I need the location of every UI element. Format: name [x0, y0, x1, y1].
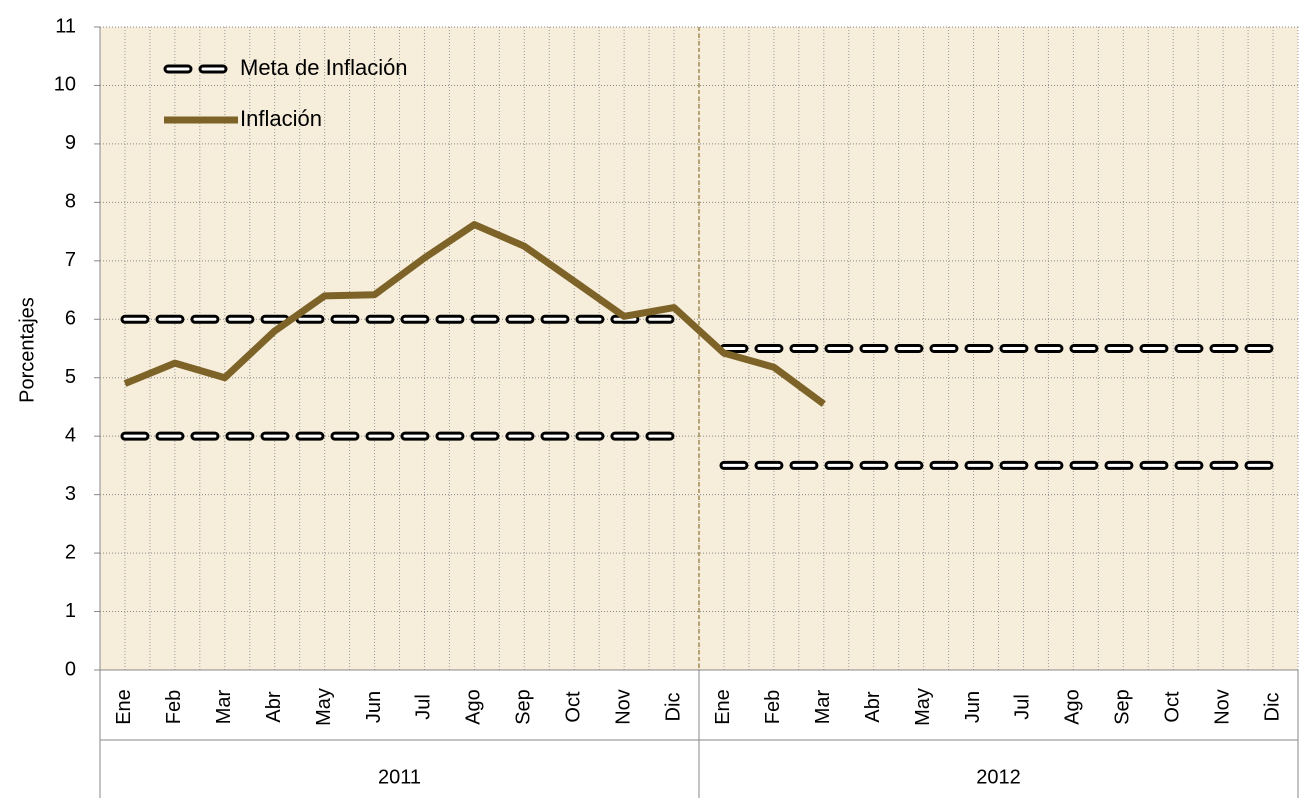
- y-tick-label: 8: [65, 191, 76, 213]
- x-tick-label: Jul: [1012, 694, 1034, 720]
- y-tick-label: 6: [65, 308, 76, 330]
- x-tick-label: Mar: [812, 689, 834, 724]
- y-tick-label: 11: [55, 15, 76, 37]
- x-tick-label: Feb: [163, 690, 185, 724]
- x-tick-label: Jun: [962, 691, 984, 723]
- x-tick-label: May: [912, 688, 934, 726]
- y-tick-label: 5: [65, 366, 76, 388]
- x-tick-label: Feb: [762, 690, 784, 724]
- x-tick-label: Nov: [612, 689, 634, 725]
- x-tick-label: Jun: [363, 691, 385, 723]
- x-tick-label: Ene: [113, 689, 135, 725]
- y-tick-label: 0: [65, 658, 76, 680]
- y-axis-label: Porcentajes: [16, 297, 38, 403]
- x-tick-label: Nov: [1211, 689, 1233, 725]
- y-tick-label: 7: [65, 249, 76, 271]
- x-tick-label: Ago: [463, 689, 485, 725]
- y-tick-label: 3: [65, 483, 76, 505]
- x-tick-label: Mar: [213, 689, 235, 724]
- x-tick-label: Dic: [662, 693, 684, 722]
- x-tick-label: Dic: [1261, 693, 1283, 722]
- x-tick-label: Sep: [1112, 689, 1134, 725]
- legend-label: Inflación: [240, 106, 322, 131]
- x-tick-label: Ago: [1062, 689, 1084, 725]
- x-tick-label: Jul: [413, 694, 435, 720]
- x-tick-label: Abr: [862, 691, 884, 722]
- y-tick-label: 10: [54, 74, 76, 96]
- x-tick-label: Oct: [1161, 691, 1183, 723]
- legend-label: Meta de Inflación: [240, 55, 408, 80]
- x-tick-label: Ene: [712, 689, 734, 725]
- y-tick-label: 1: [65, 600, 76, 622]
- x-tick-label: Abr: [263, 691, 285, 722]
- inflation-line: [123, 221, 826, 407]
- group-label: 2012: [976, 766, 1021, 788]
- group-label: 2011: [378, 766, 421, 788]
- x-tick-label: May: [313, 688, 335, 726]
- y-tick-label: 9: [65, 132, 76, 154]
- x-tick-label: Oct: [562, 691, 584, 723]
- y-tick-label: 2: [65, 541, 76, 563]
- y-tick-label: 4: [65, 424, 76, 446]
- x-tick-label: Sep: [513, 689, 535, 725]
